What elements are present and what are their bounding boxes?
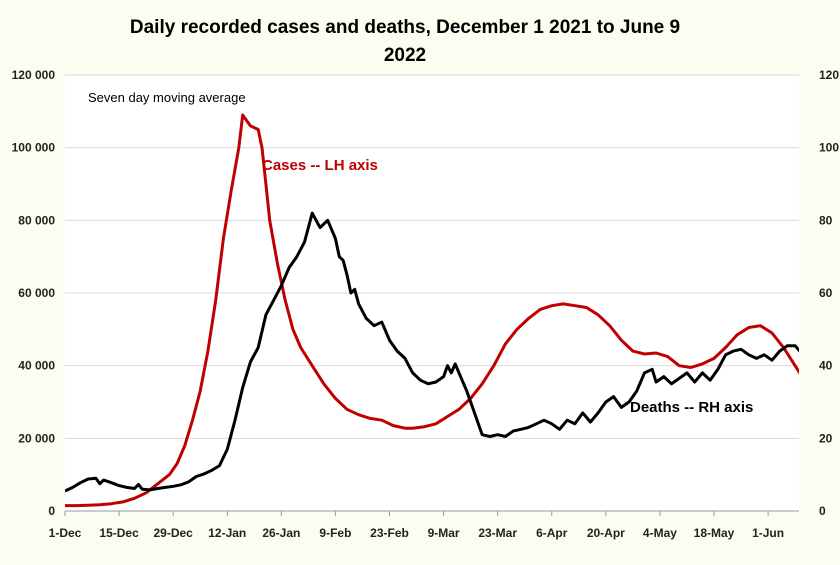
- left-tick-label: 20 000: [18, 431, 55, 445]
- deaths-label: Deaths -- RH axis: [630, 399, 753, 416]
- left-tick-label: 60 000: [18, 286, 55, 300]
- chart-title-line1: Daily recorded cases and deaths, Decembe…: [130, 17, 680, 38]
- cases-series-line: [65, 113, 799, 508]
- x-tick-label: 23-Feb: [370, 526, 409, 540]
- right-tick-label: 40: [819, 359, 833, 373]
- x-tick-label: 18-May: [694, 526, 735, 540]
- right-tick-label: 100: [819, 141, 839, 155]
- left-tick-label: 100 000: [12, 141, 56, 155]
- left-tick-label: 40 000: [18, 359, 55, 373]
- left-tick-label: 0: [48, 504, 55, 518]
- x-tick-label: 9-Mar: [428, 526, 460, 540]
- left-tick-label: 80 000: [18, 213, 55, 227]
- deaths-series-line: [65, 211, 799, 493]
- x-axis: 1-Dec 15-Dec 29-Dec 12-Jan 26-Jan 9-Feb 23-Feb…: [49, 511, 784, 540]
- x-tick-label: 26-Jan: [262, 526, 300, 540]
- right-tick-label: 20: [819, 431, 833, 445]
- left-tick-label: 120 000: [12, 68, 56, 82]
- chart-title-line2: 2022: [384, 45, 426, 66]
- chart-note: Seven day moving average: [88, 90, 246, 105]
- x-tick-label: 9-Feb: [319, 526, 351, 540]
- right-tick-label: 60: [819, 286, 833, 300]
- right-tick-label: 120: [819, 68, 839, 82]
- x-tick-label: 1-Dec: [49, 526, 82, 540]
- series-lines: [65, 113, 799, 508]
- x-tick-label: 23-Mar: [478, 526, 517, 540]
- cases-label: Cases -- LH axis: [262, 157, 378, 174]
- right-tick-label: 80: [819, 213, 833, 227]
- x-tick-label: 6-Apr: [536, 526, 568, 540]
- right-axis: 0 20 40 60 80 100 120: [819, 68, 839, 518]
- right-tick-label: 0: [819, 504, 826, 518]
- x-tick-label: 1-Jun: [752, 526, 784, 540]
- left-axis: 0 20 000 40 000 60 000 80 000 100 000 120 000: [12, 68, 56, 518]
- x-tick-label: 12-Jan: [208, 526, 246, 540]
- x-tick-label: 20-Apr: [587, 526, 625, 540]
- x-tick-label: 29-Dec: [153, 526, 193, 540]
- x-tick-label: 15-Dec: [99, 526, 139, 540]
- x-tick-label: 4-May: [643, 526, 677, 540]
